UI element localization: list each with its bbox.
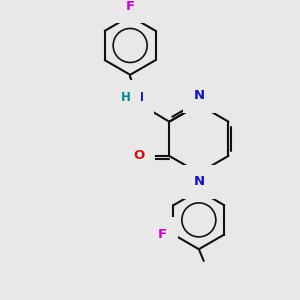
Text: O: O xyxy=(133,149,145,162)
Text: H: H xyxy=(121,91,131,104)
Text: N: N xyxy=(132,91,143,104)
Text: N: N xyxy=(193,175,204,188)
Text: F: F xyxy=(158,228,167,241)
Text: F: F xyxy=(126,0,135,13)
Text: N: N xyxy=(193,89,204,102)
